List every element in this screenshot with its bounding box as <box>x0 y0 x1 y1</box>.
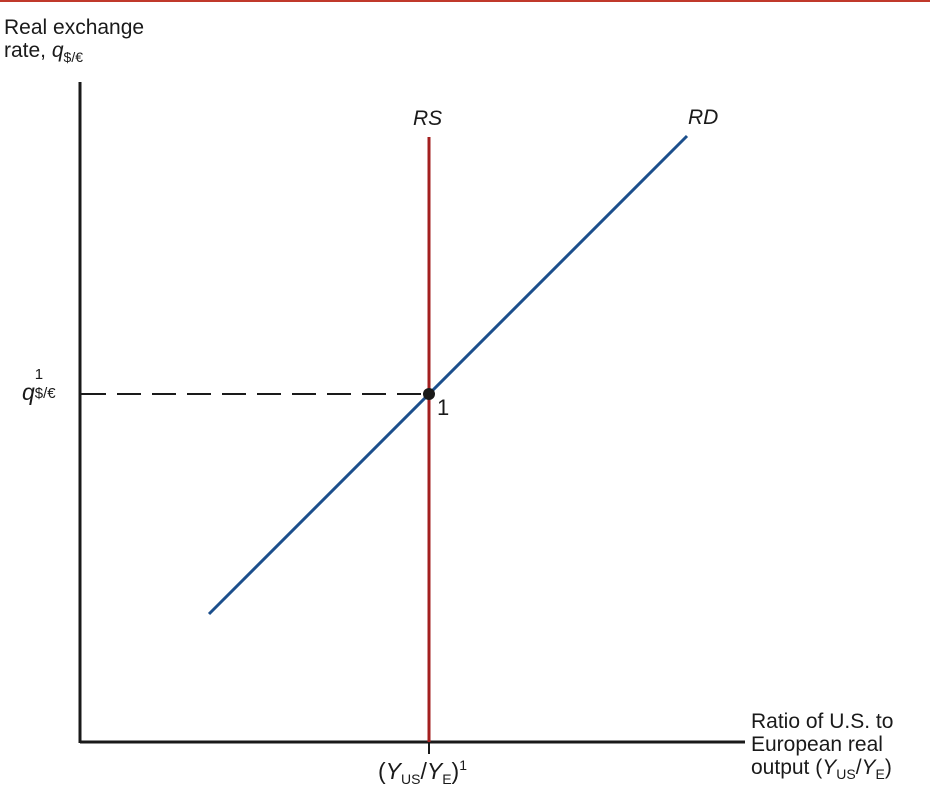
equilibrium-point <box>423 388 435 400</box>
y-tick-var: q <box>22 379 35 405</box>
rs-label: RS <box>413 107 443 130</box>
y-axis-title: Real exchange rate, q$/€ <box>4 16 144 65</box>
y-tick-sup: 1 <box>34 366 44 383</box>
x-axis-title-prefix: output ( <box>751 756 823 780</box>
x-tick-open: ( <box>378 758 386 784</box>
x-axis-num: Y <box>822 756 837 780</box>
x-axis-den-sub: E <box>875 766 885 783</box>
x-tick-sup: 1 <box>459 757 468 773</box>
y-axis-title-line1: Real exchange <box>4 16 145 39</box>
x-axis-close: ) <box>884 756 892 780</box>
x-tick-den-sub: E <box>442 771 452 787</box>
x-axis-den: Y <box>861 756 876 780</box>
x-axis-slash: / <box>855 756 862 780</box>
y-tick-sub: $/€ <box>34 385 56 402</box>
x-axis-title-line1: Ratio of U.S. to <box>751 710 894 733</box>
y-axis-title-prefix: rate, <box>4 39 52 63</box>
x-axis-title: Ratio of U.S. to European real output (Y… <box>751 710 893 783</box>
x-tick-num-sub: US <box>401 771 421 787</box>
x-tick-num: Y <box>385 758 402 784</box>
y-tick-label: q 1 $/€ <box>22 366 75 405</box>
x-tick-den: Y <box>426 758 443 784</box>
x-axis-num-sub: US <box>836 766 856 783</box>
rd-curve <box>207 134 689 616</box>
x-tick-close: ) <box>451 758 460 784</box>
top-accent-rule <box>0 0 930 2</box>
y-axis-title-line2: rate, q$/€ <box>4 39 144 65</box>
y-axis-var: q <box>51 39 64 63</box>
x-axis-title-line2: European real <box>751 733 883 757</box>
equilibrium-label: 1 <box>437 395 450 420</box>
rd-label: RD <box>688 106 719 129</box>
y-axis-var-sub: $/€ <box>63 49 84 66</box>
x-tick-slash: / <box>420 758 427 784</box>
x-tick-label: (YUS/YE)1 <box>378 757 468 787</box>
x-axis-title-line3: output (YUS/YE) <box>751 756 893 782</box>
